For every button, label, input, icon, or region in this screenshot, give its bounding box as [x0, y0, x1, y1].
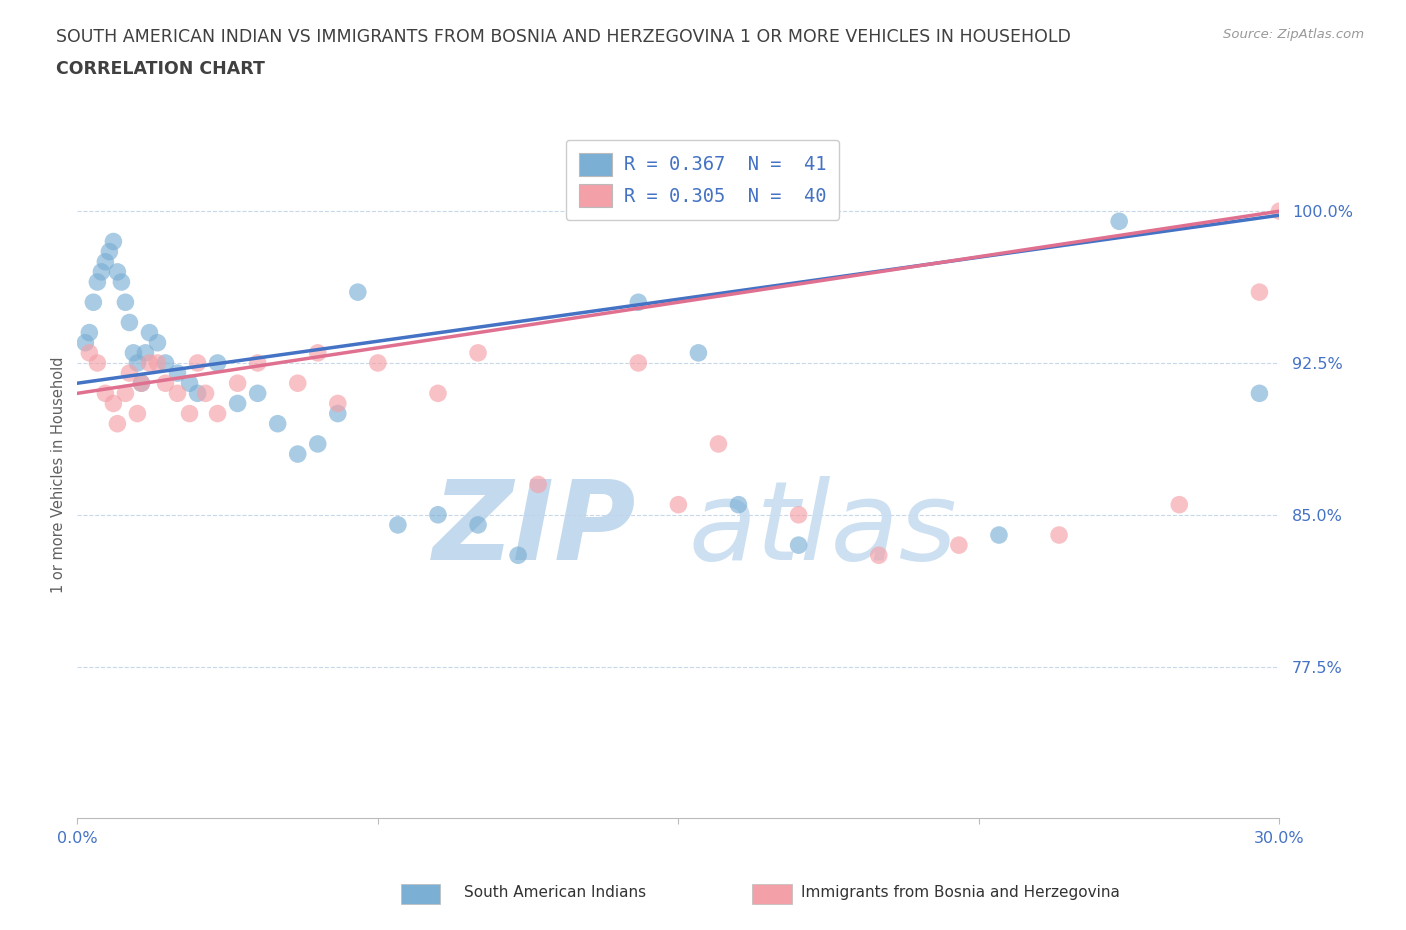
Point	[90, 264, 112, 279]
Point	[1348, 285, 1371, 299]
Point	[207, 406, 229, 421]
Point	[107, 264, 129, 279]
Text: Immigrants from Bosnia and Herzegovina: Immigrants from Bosnia and Herzegovina	[801, 885, 1121, 900]
Point	[103, 396, 125, 411]
Point	[186, 355, 209, 370]
Point	[134, 345, 156, 360]
Point	[688, 345, 710, 360]
Point	[307, 436, 329, 451]
Point	[287, 376, 309, 391]
Point	[94, 254, 117, 269]
Point	[114, 386, 136, 401]
Point	[287, 446, 309, 461]
Point	[246, 386, 269, 401]
Point	[194, 386, 217, 401]
Point	[948, 538, 970, 552]
Point	[467, 345, 489, 360]
Point	[627, 355, 650, 370]
Point	[1108, 214, 1130, 229]
Point	[155, 355, 177, 370]
Point	[127, 406, 149, 421]
Point	[427, 508, 450, 523]
Text: Source: ZipAtlas.com: Source: ZipAtlas.com	[1223, 28, 1364, 41]
Point	[627, 295, 650, 310]
Point	[110, 274, 132, 289]
Point	[122, 345, 145, 360]
Point	[707, 436, 730, 451]
Point	[86, 355, 108, 370]
Point	[326, 396, 349, 411]
Point	[387, 517, 409, 532]
Point	[79, 345, 101, 360]
Point	[1389, 295, 1406, 310]
Text: CORRELATION CHART: CORRELATION CHART	[56, 60, 266, 78]
Point	[326, 406, 349, 421]
Point	[267, 417, 290, 432]
Point	[1168, 498, 1191, 512]
Point	[146, 355, 169, 370]
Point	[98, 245, 121, 259]
Y-axis label: 1 or more Vehicles in Household: 1 or more Vehicles in Household	[51, 356, 66, 592]
Point	[427, 386, 450, 401]
Point	[1268, 204, 1291, 219]
Point	[179, 376, 201, 391]
Text: ZIP: ZIP	[433, 476, 636, 583]
Point	[367, 355, 389, 370]
Point	[868, 548, 890, 563]
Point	[118, 365, 141, 380]
Point	[103, 234, 125, 249]
Legend: R = 0.367  N =  41, R = 0.305  N =  40: R = 0.367 N = 41, R = 0.305 N = 40	[565, 140, 839, 220]
Point	[138, 326, 160, 340]
Point	[146, 336, 169, 351]
Point	[988, 527, 1011, 542]
Point	[155, 376, 177, 391]
Point	[166, 386, 188, 401]
Point	[179, 406, 201, 421]
Point	[1249, 285, 1271, 299]
Point	[727, 498, 749, 512]
Point	[467, 517, 489, 532]
Point	[107, 417, 129, 432]
Point	[787, 538, 810, 552]
Point	[131, 376, 153, 391]
Point	[787, 508, 810, 523]
Point	[86, 274, 108, 289]
Point	[207, 355, 229, 370]
Text: South American Indians: South American Indians	[464, 885, 647, 900]
Point	[131, 376, 153, 391]
Text: SOUTH AMERICAN INDIAN VS IMMIGRANTS FROM BOSNIA AND HERZEGOVINA 1 OR MORE VEHICL: SOUTH AMERICAN INDIAN VS IMMIGRANTS FROM…	[56, 28, 1071, 46]
Point	[307, 345, 329, 360]
Point	[1249, 386, 1271, 401]
Point	[79, 326, 101, 340]
Point	[246, 355, 269, 370]
Point	[508, 548, 530, 563]
Point	[527, 477, 550, 492]
Point	[226, 396, 249, 411]
Point	[668, 498, 690, 512]
Point	[226, 376, 249, 391]
Point	[1047, 527, 1070, 542]
Point	[138, 355, 160, 370]
Point	[166, 365, 188, 380]
Point	[346, 285, 368, 299]
Point	[127, 355, 149, 370]
Point	[94, 386, 117, 401]
Text: atlas: atlas	[689, 476, 957, 583]
Point	[186, 386, 209, 401]
Point	[82, 295, 104, 310]
Point	[118, 315, 141, 330]
Point	[75, 336, 97, 351]
Point	[114, 295, 136, 310]
